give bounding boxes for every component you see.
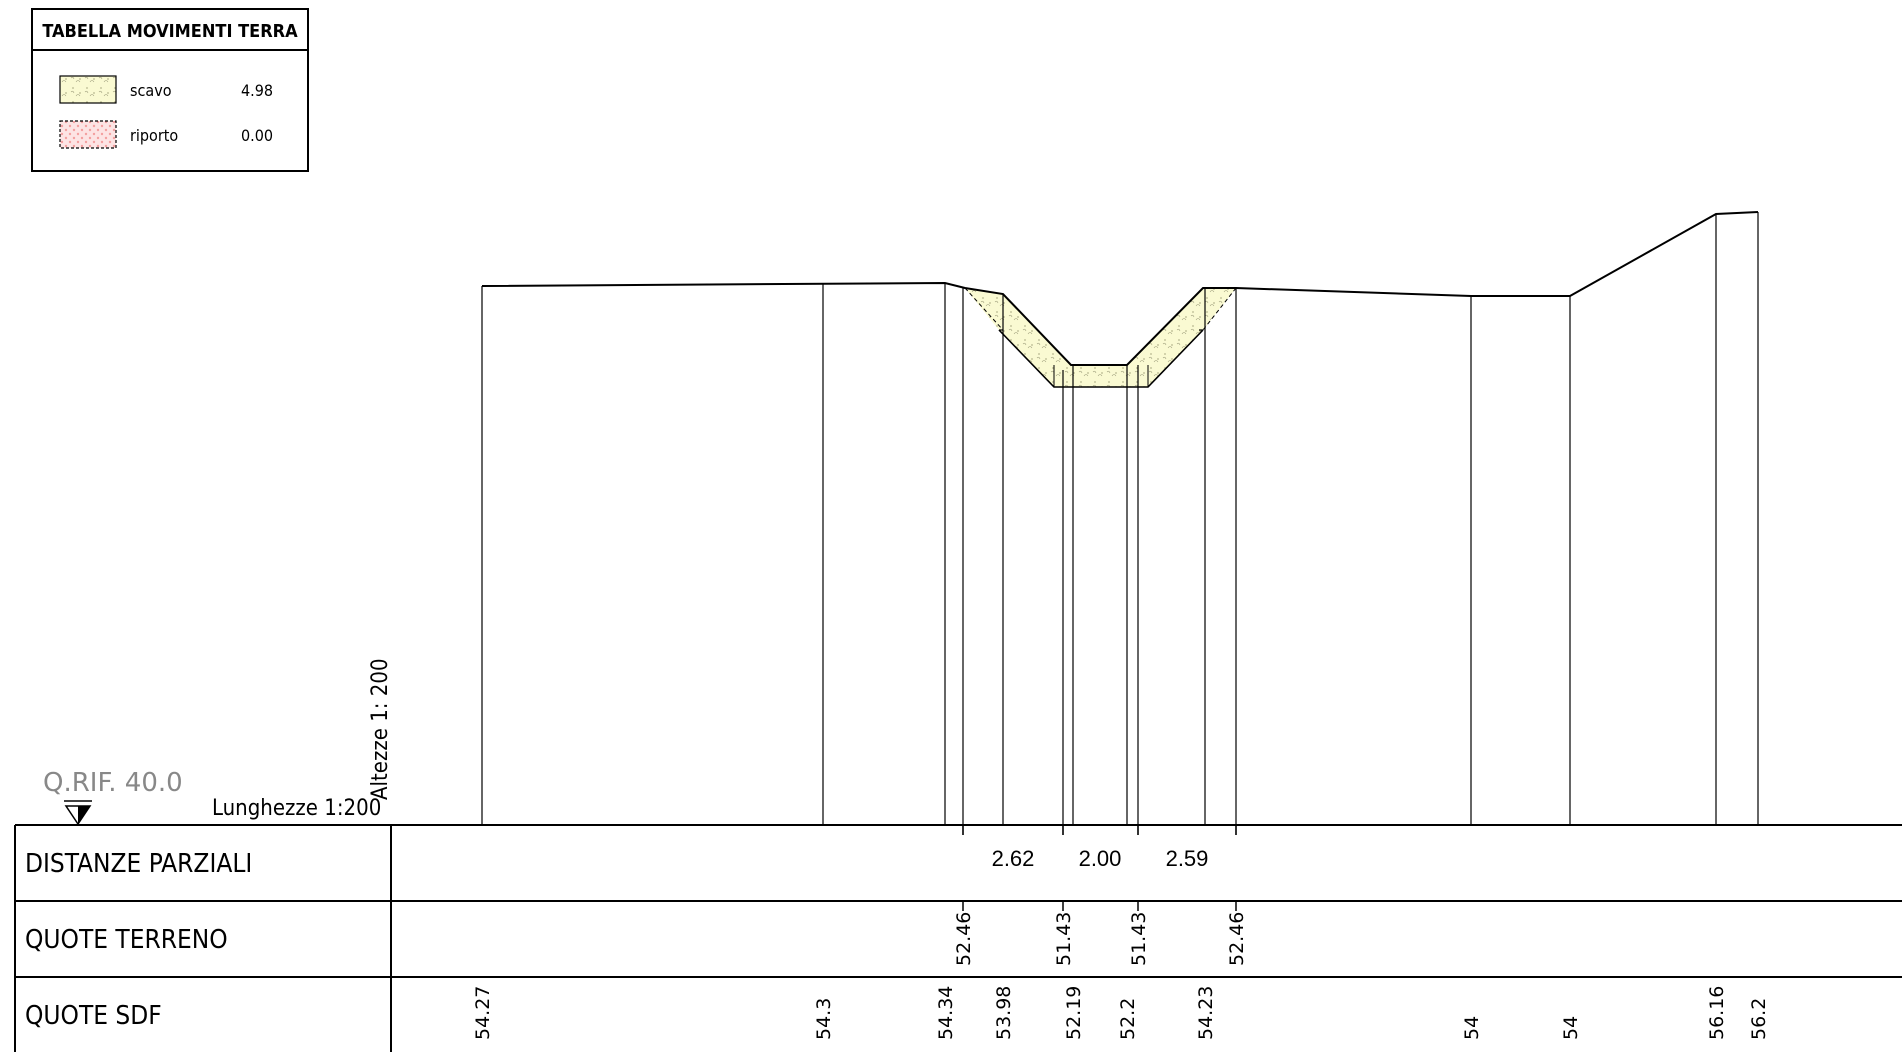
quota-sdf-value: 56.2 <box>1748 998 1770 1040</box>
legend-title: TABELLA MOVIMENTI TERRA <box>42 21 298 42</box>
reference-label: Q.RIF. 40.0 <box>43 768 183 798</box>
quota-sdf-value: 54 <box>1560 1016 1582 1040</box>
quota-terreno-value: 51.43 <box>1053 912 1075 966</box>
vertical-scale-label: Altezze 1: 200 <box>368 658 393 800</box>
legend-riporto-label: riporto <box>130 126 178 145</box>
scavo-area <box>965 288 1236 387</box>
profile-data-table <box>14 824 1902 1052</box>
quota-sdf-value: 52.2 <box>1117 998 1139 1040</box>
quota-sdf-value: 53.98 <box>993 986 1015 1040</box>
riporto-swatch <box>59 120 117 149</box>
row-label-quote-sdf: QUOTE SDF <box>25 1001 162 1031</box>
legend-scavo-value: 4.98 <box>241 81 273 100</box>
distanza-parziale-value: 2.59 <box>1166 846 1209 871</box>
distanza-parziale-value: 2.00 <box>1079 846 1122 871</box>
legend-table: TABELLA MOVIMENTI TERRA scavo 4.98 ripor… <box>31 8 309 172</box>
row-label-quote-terreno: QUOTE TERRENO <box>25 925 228 955</box>
quota-terreno-value: 52.46 <box>1226 912 1248 966</box>
quota-sdf-value: 54.3 <box>813 998 835 1040</box>
horizontal-scale-label: Lunghezze 1:200 <box>212 796 381 821</box>
quota-terreno-value: 51.43 <box>1128 912 1150 966</box>
scavo-swatch <box>59 75 117 104</box>
quota-sdf-value: 54.23 <box>1195 986 1217 1040</box>
quota-sdf-value: 56.16 <box>1706 986 1728 1040</box>
station-lines <box>481 212 1759 835</box>
reference-level: Q.RIF. 40.0 <box>43 768 183 826</box>
quota-sdf-value: 54.27 <box>472 986 494 1040</box>
design-section-line <box>998 329 1204 388</box>
quote-sdf-values: 54.27 54.3 54.34 53.98 52.19 52.2 54.23 54 54 56.… <box>472 986 1770 1040</box>
legend-riporto-value: 0.00 <box>241 126 273 145</box>
row-label-distanze-parziali: DISTANZE PARZIALI <box>25 849 252 879</box>
quota-terreno-value: 52.46 <box>953 912 975 966</box>
legend-scavo-label: scavo <box>130 81 172 100</box>
quota-sdf-value: 54.34 <box>935 986 957 1040</box>
terrain-profile-line <box>481 211 1759 366</box>
quota-sdf-value: 52.19 <box>1063 986 1085 1040</box>
distanza-parziale-value: 2.62 <box>992 846 1035 871</box>
quote-terreno-values: 52.46 51.43 51.43 52.46 <box>953 901 1248 966</box>
distanze-parziali-values: 2.62 2.00 2.59 <box>962 825 1237 871</box>
quota-sdf-value: 54 <box>1461 1016 1483 1040</box>
